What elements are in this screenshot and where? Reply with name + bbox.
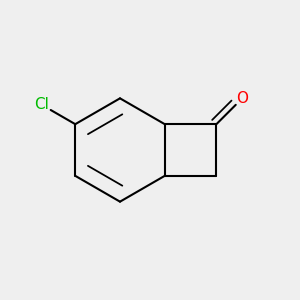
Text: Cl: Cl bbox=[34, 98, 50, 112]
Text: O: O bbox=[236, 91, 248, 106]
